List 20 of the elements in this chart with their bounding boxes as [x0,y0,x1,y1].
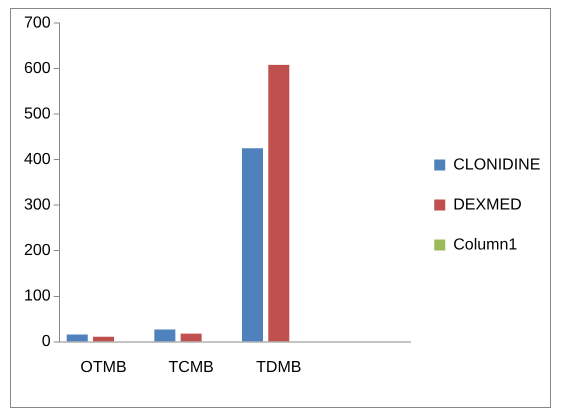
y-tick-label: 600 [24,60,51,77]
bar [66,334,88,342]
x-tick-label: TDMB [256,358,302,376]
bar [154,330,176,342]
bar [93,336,114,342]
y-tick-label: 400 [24,151,51,168]
bar [242,148,264,342]
legend-label: DEXMED [453,196,522,214]
x-tick-label: TCMB [168,358,214,376]
y-tick-label: 300 [24,196,51,214]
y-tick-label: 500 [24,105,51,122]
y-tick-label: 100 [24,288,51,305]
legend-label: CLONIDINE [453,156,540,174]
x-tick-label: OTMB [80,358,127,376]
legend-label: Column1 [453,236,518,254]
y-tick-label: 200 [24,242,51,260]
y-tick-label: 700 [24,14,51,32]
bar [268,64,290,342]
y-tick-label: 0 [42,333,51,350]
bar [180,334,202,342]
